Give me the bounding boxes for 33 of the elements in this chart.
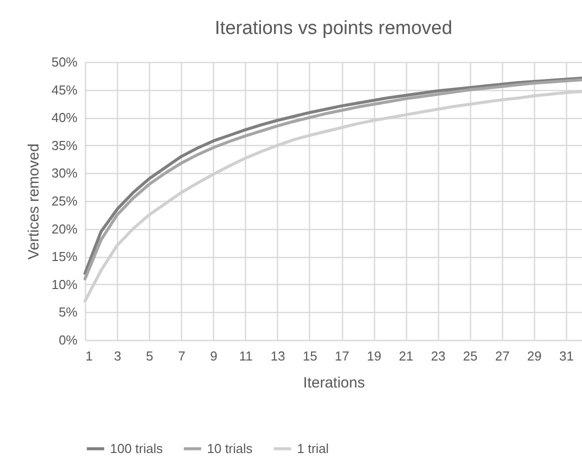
x-tick-label: 13 bbox=[270, 348, 286, 364]
y-tick-label: 35% bbox=[51, 138, 78, 153]
x-axis-title: Iterations bbox=[303, 374, 365, 392]
y-tick-label: 30% bbox=[51, 166, 78, 181]
x-tick-label: 27 bbox=[495, 348, 510, 364]
x-tick-label: 3 bbox=[114, 348, 122, 364]
y-tick-label: 50% bbox=[51, 54, 78, 70]
legend-label: 10 trials bbox=[207, 440, 254, 456]
x-tick-label: 1 bbox=[86, 348, 93, 364]
x-tick-label: 25 bbox=[463, 348, 478, 364]
x-tick-label: 5 bbox=[146, 348, 154, 364]
y-tick-label: 15% bbox=[51, 249, 78, 264]
x-tick-label: 11 bbox=[239, 348, 253, 364]
y-tick-label: 40% bbox=[51, 110, 78, 126]
y-axis-title: Vertices removed bbox=[25, 144, 42, 260]
x-tick-label: 23 bbox=[430, 348, 446, 364]
y-tick-label: 20% bbox=[51, 221, 78, 236]
x-tick-label: 29 bbox=[527, 348, 542, 364]
y-tick-label: 45% bbox=[51, 82, 78, 98]
chart-title: Iterations vs points removed bbox=[214, 18, 452, 39]
x-tick-label: 15 bbox=[302, 348, 318, 364]
legend-label: 100 trials bbox=[110, 440, 164, 456]
x-tick-label: 7 bbox=[178, 348, 186, 364]
y-tick-label: 25% bbox=[51, 194, 78, 208]
x-tick-label: 21 bbox=[398, 348, 414, 364]
x-tick-label: 19 bbox=[366, 348, 382, 364]
y-tick-label: 5% bbox=[58, 304, 78, 320]
x-tick-label: 17 bbox=[334, 348, 350, 364]
legend-label: 1 trial bbox=[297, 440, 329, 456]
x-tick-label: 9 bbox=[210, 348, 218, 364]
y-tick-label: 10% bbox=[51, 276, 78, 292]
x-tick-label: 31 bbox=[559, 348, 574, 364]
y-tick-label: 0% bbox=[58, 332, 78, 348]
